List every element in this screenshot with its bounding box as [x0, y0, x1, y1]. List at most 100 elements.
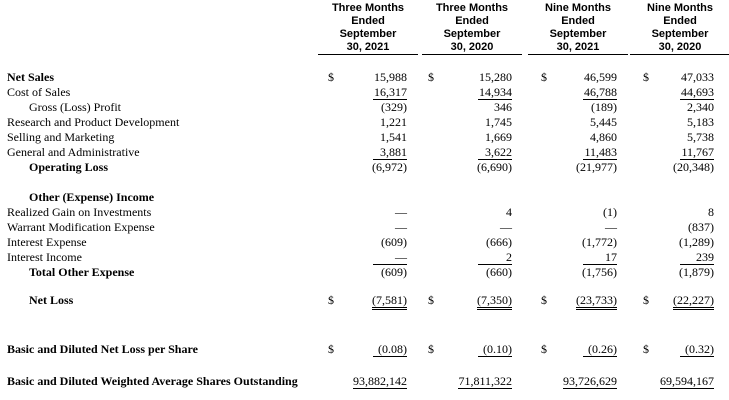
- cell-value: (660): [486, 265, 512, 279]
- cell-value: (609): [381, 265, 407, 279]
- cell-value: 11,767: [680, 145, 714, 160]
- cell-value: 15,280: [479, 70, 512, 84]
- cell-value: 11,483: [583, 145, 617, 160]
- cell-value: 93,726,629: [563, 374, 617, 389]
- cell-value: (22,227): [673, 293, 714, 310]
- cell-value: (609): [381, 235, 407, 249]
- currency-symbol: $: [541, 293, 547, 307]
- column-header: Ended: [455, 15, 489, 27]
- cell-value: —: [373, 250, 407, 265]
- cell-value: (23,733): [576, 293, 617, 310]
- cell-value: (1,756): [582, 265, 617, 279]
- column-header: 30, 2021: [528, 41, 628, 55]
- cell-value: (1,289): [679, 235, 714, 249]
- cell-value: (666): [486, 235, 512, 249]
- row-label: Net Sales: [7, 70, 54, 84]
- cell-value: 5,183: [687, 115, 714, 129]
- cell-value: 15,988: [374, 70, 407, 84]
- cell-value: 4,860: [590, 130, 617, 144]
- cell-value: 16,317: [373, 85, 407, 100]
- column-header: 30, 2020: [422, 41, 522, 55]
- cell-value: 3,622: [478, 145, 512, 160]
- column-header: Nine Months: [647, 2, 713, 14]
- cell-value: 2: [478, 250, 512, 265]
- cell-value: (21,977): [576, 160, 617, 174]
- cell-value: 47,033: [681, 70, 714, 84]
- currency-symbol: $: [328, 70, 334, 84]
- currency-symbol: $: [328, 293, 334, 307]
- cell-value: 5,445: [590, 115, 617, 129]
- cell-value: 1,745: [485, 115, 512, 129]
- row-label: Total Other Expense: [29, 265, 135, 279]
- column-header: Ended: [561, 15, 595, 27]
- row-label: Warrant Modification Expense: [7, 220, 155, 234]
- currency-symbol: $: [643, 342, 649, 356]
- column-header: Three Months: [331, 2, 405, 14]
- cell-value: —: [395, 220, 407, 234]
- cell-value: (6,690): [477, 160, 512, 174]
- cell-value: (7,581): [372, 293, 407, 310]
- cell-value: 2,340: [687, 100, 714, 114]
- cell-value: (0.32): [680, 342, 714, 357]
- cell-value: (1,879): [679, 265, 714, 279]
- column-header: September: [339, 28, 397, 40]
- cell-value: 17: [583, 250, 617, 265]
- cell-value: (837): [688, 220, 714, 234]
- column-header: 30, 2020: [630, 41, 729, 55]
- currency-symbol: $: [643, 293, 649, 307]
- cell-value: 44,693: [680, 85, 714, 100]
- cell-value: (329): [381, 100, 407, 114]
- cell-value: 4: [506, 205, 512, 219]
- row-label: Net Loss: [29, 293, 74, 307]
- currency-symbol: $: [428, 70, 434, 84]
- cell-value: 1,221: [380, 115, 407, 129]
- column-header: 30, 2021: [318, 41, 418, 55]
- cell-value: (189): [591, 100, 617, 114]
- cell-value: (0.08): [373, 342, 407, 357]
- row-label: Basic and Diluted Net Loss per Share: [7, 342, 198, 356]
- cell-value: (0.26): [583, 342, 617, 357]
- column-header: September: [549, 28, 607, 40]
- currency-symbol: $: [643, 70, 649, 84]
- row-label: Cost of Sales: [7, 85, 71, 99]
- row-label: Other (Expense) Income: [29, 190, 155, 204]
- column-header: Nine Months: [545, 2, 611, 14]
- cell-value: 239: [680, 250, 714, 265]
- cell-value: (7,350): [477, 293, 512, 310]
- cell-value: 8: [708, 205, 714, 219]
- cell-value: 69,594,167: [660, 374, 714, 389]
- currency-symbol: $: [428, 342, 434, 356]
- column-header: September: [651, 28, 709, 40]
- cell-value: (1,772): [582, 235, 617, 249]
- currency-symbol: $: [428, 293, 434, 307]
- cell-value: 71,811,322: [458, 374, 512, 389]
- row-label: Interest Income: [7, 250, 82, 264]
- cell-value: (6,972): [372, 160, 407, 174]
- currency-symbol: $: [328, 342, 334, 356]
- cell-value: 93,882,142: [353, 374, 407, 389]
- cell-value: 46,788: [583, 85, 617, 100]
- row-label: Basic and Diluted Weighted Average Share…: [7, 374, 298, 388]
- cell-value: —: [605, 220, 617, 234]
- cell-value: —: [500, 220, 512, 234]
- cell-value: —: [395, 205, 407, 219]
- currency-symbol: $: [541, 342, 547, 356]
- row-label: General and Administrative: [7, 145, 140, 159]
- currency-symbol: $: [541, 70, 547, 84]
- cell-value: 1,541: [380, 130, 407, 144]
- row-label: Operating Loss: [29, 160, 109, 174]
- column-header: September: [443, 28, 501, 40]
- cell-value: (20,348): [673, 160, 714, 174]
- row-label: Realized Gain on Investments: [7, 205, 152, 219]
- cell-value: (1): [603, 205, 617, 219]
- row-label: Gross (Loss) Profit: [29, 100, 121, 114]
- cell-value: 1,669: [485, 130, 512, 144]
- cell-value: 46,599: [584, 70, 617, 84]
- column-header: Ended: [351, 15, 385, 27]
- column-header: Three Months: [435, 2, 509, 14]
- row-label: Selling and Marketing: [7, 130, 115, 144]
- cell-value: 346: [494, 100, 512, 114]
- cell-value: 14,934: [478, 85, 512, 100]
- cell-value: 5,738: [687, 130, 714, 144]
